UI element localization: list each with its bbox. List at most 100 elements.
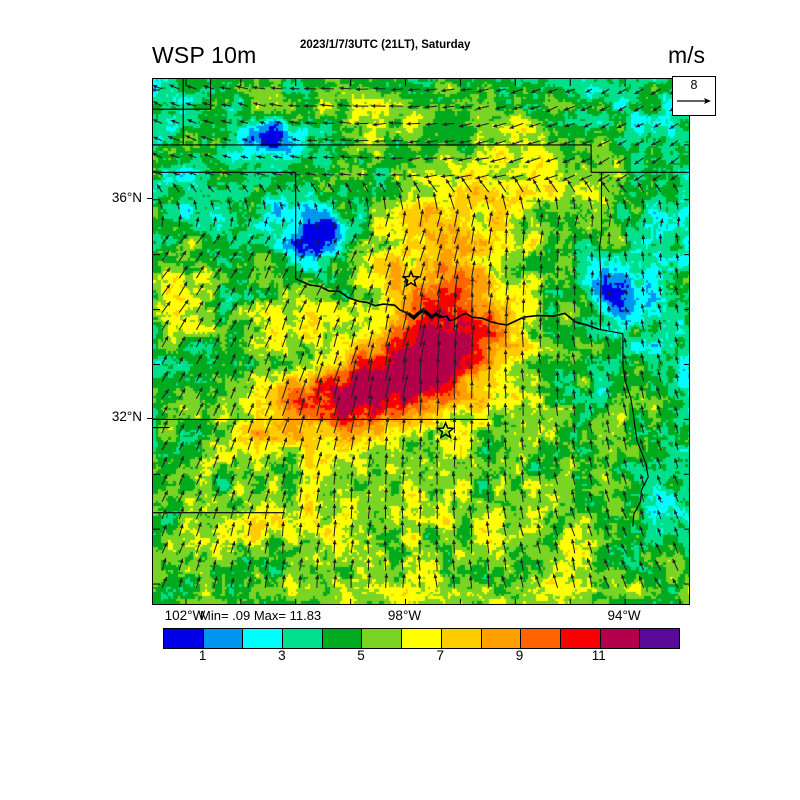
wind-vector xyxy=(161,250,170,262)
star-marker[interactable] xyxy=(401,269,421,288)
wind-vector xyxy=(367,472,372,485)
wind-vector xyxy=(195,337,202,348)
wind-vector xyxy=(471,246,476,262)
wind-vector xyxy=(222,154,231,159)
wind-vector xyxy=(373,86,386,91)
wind-vector xyxy=(486,421,491,434)
wind-vector xyxy=(675,355,679,365)
wind-vector xyxy=(365,197,369,210)
colorbar-tick-11: 11 xyxy=(591,648,606,663)
wind-vector xyxy=(161,301,171,313)
wind-vector xyxy=(572,389,576,399)
wind-vector xyxy=(669,122,679,130)
map-plot-area[interactable] xyxy=(152,78,690,605)
wind-vector xyxy=(588,389,593,399)
wind-vector xyxy=(212,560,217,571)
wind-vector xyxy=(195,506,203,520)
wind-vector xyxy=(452,417,457,433)
wind-vector xyxy=(401,489,406,502)
wind-vector xyxy=(657,303,662,313)
wind-vector xyxy=(264,415,273,434)
wind-vector xyxy=(676,216,681,227)
wind-vector xyxy=(213,317,223,331)
wind-vector xyxy=(572,318,577,330)
wind-vector xyxy=(354,121,369,126)
wind-vector xyxy=(299,539,304,554)
wind-vector xyxy=(521,315,526,330)
wind-vector xyxy=(658,252,663,262)
wind-vector xyxy=(453,274,459,296)
star-marker[interactable] xyxy=(436,420,456,439)
wind-vector xyxy=(555,300,559,313)
wind-vector xyxy=(264,503,270,520)
wind-vector xyxy=(374,155,386,160)
wind-vector xyxy=(213,337,220,348)
colorbar-segment-12 xyxy=(640,629,679,648)
wind-vector xyxy=(585,88,593,93)
wind-vector xyxy=(460,87,472,92)
wind-vector xyxy=(625,216,631,227)
wind-vector xyxy=(655,542,662,554)
wind-vector xyxy=(299,504,304,520)
wind-vector xyxy=(538,333,543,348)
boundary-line-10 xyxy=(598,172,603,330)
wind-vector xyxy=(672,183,679,193)
wind-vector xyxy=(383,524,388,537)
wind-vector xyxy=(213,403,221,417)
wind-vector xyxy=(333,361,342,382)
wind-vector xyxy=(315,558,320,571)
wind-vector xyxy=(221,103,231,108)
right-arrow-icon xyxy=(677,98,711,104)
wind-vector xyxy=(600,122,610,129)
wind-vector xyxy=(603,575,610,589)
wind-vector xyxy=(536,559,541,571)
wind-vector xyxy=(321,172,335,177)
wind-vector xyxy=(187,153,197,159)
wind-vector xyxy=(604,455,610,468)
wind-vector xyxy=(367,214,373,227)
wind-vector xyxy=(258,183,266,193)
wind-vector xyxy=(333,574,338,588)
wind-vector xyxy=(520,329,525,348)
lon-label-94: 94°W xyxy=(607,608,641,623)
wind-vector xyxy=(316,349,323,365)
wind-vector xyxy=(453,340,458,365)
wind-vector xyxy=(532,179,541,193)
wind-vector xyxy=(347,199,352,210)
wind-vector xyxy=(350,471,354,485)
wind-vector xyxy=(242,184,249,193)
colorbar[interactable] xyxy=(163,628,680,649)
wind-vector xyxy=(402,396,407,416)
wind-vector xyxy=(195,456,203,468)
wind-vector xyxy=(538,250,543,262)
wind-vector xyxy=(672,558,679,571)
wind-vector xyxy=(574,214,579,227)
wind-vector xyxy=(590,270,595,279)
wind-vector xyxy=(503,471,507,485)
wind-vector xyxy=(435,419,440,434)
wind-vector xyxy=(536,505,541,520)
wind-vector xyxy=(486,402,491,416)
wind-vector xyxy=(350,414,356,434)
wind-vector xyxy=(213,473,219,485)
wind-vector xyxy=(597,157,610,166)
lat-tick-36 xyxy=(147,198,153,200)
wind-vector xyxy=(305,171,317,176)
wind-vector xyxy=(349,486,354,502)
wind-vector xyxy=(382,195,387,210)
wind-vector xyxy=(370,104,386,108)
wind-vector xyxy=(255,171,266,176)
wind-vector xyxy=(213,301,222,313)
wind-vector xyxy=(385,417,390,434)
wind-vector xyxy=(674,492,679,502)
wind-vector xyxy=(310,182,318,193)
wind-vector xyxy=(400,558,405,571)
wind-vector xyxy=(623,420,627,434)
wind-vector xyxy=(236,85,249,90)
wind-vector xyxy=(571,473,576,485)
wind-vector xyxy=(333,454,338,468)
wind-vector xyxy=(641,234,646,244)
wind-vector xyxy=(418,504,423,520)
wind-vector xyxy=(220,171,231,176)
wind-vector xyxy=(366,539,370,554)
